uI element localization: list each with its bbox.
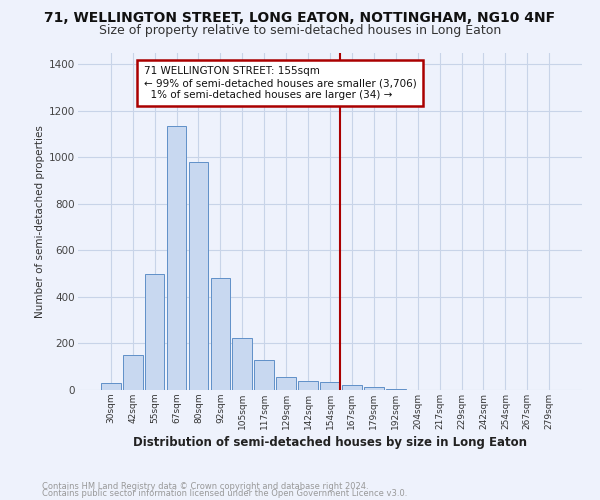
Bar <box>276 376 296 390</box>
Bar <box>145 274 164 390</box>
Bar <box>232 338 252 390</box>
Y-axis label: Number of semi-detached properties: Number of semi-detached properties <box>35 125 45 318</box>
X-axis label: Distribution of semi-detached houses by size in Long Eaton: Distribution of semi-detached houses by … <box>133 436 527 449</box>
Bar <box>188 162 208 390</box>
Bar <box>254 360 274 390</box>
Text: Contains public sector information licensed under the Open Government Licence v3: Contains public sector information licen… <box>42 489 407 498</box>
Bar <box>320 382 340 390</box>
Bar <box>386 389 406 390</box>
Bar <box>298 381 318 390</box>
Text: Size of property relative to semi-detached houses in Long Eaton: Size of property relative to semi-detach… <box>99 24 501 37</box>
Bar <box>123 355 143 390</box>
Bar <box>211 278 230 390</box>
Text: Contains HM Land Registry data © Crown copyright and database right 2024.: Contains HM Land Registry data © Crown c… <box>42 482 368 491</box>
Bar <box>364 387 384 390</box>
Bar <box>342 386 362 390</box>
Bar <box>101 383 121 390</box>
Text: 71 WELLINGTON STREET: 155sqm
← 99% of semi-detached houses are smaller (3,706)
 : 71 WELLINGTON STREET: 155sqm ← 99% of se… <box>143 66 416 100</box>
Text: 71, WELLINGTON STREET, LONG EATON, NOTTINGHAM, NG10 4NF: 71, WELLINGTON STREET, LONG EATON, NOTTI… <box>44 11 556 25</box>
Bar <box>167 126 187 390</box>
